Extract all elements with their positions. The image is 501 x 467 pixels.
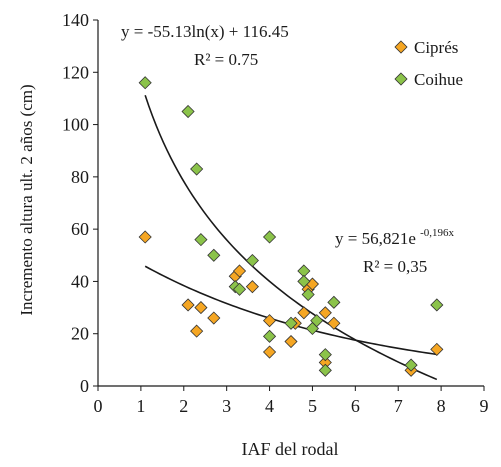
coihue-point — [232, 282, 247, 296]
coihue-point — [404, 358, 418, 372]
coihue-point — [262, 329, 277, 343]
cipres-point — [262, 314, 277, 328]
coihue-point — [301, 287, 315, 302]
coihue-point — [138, 76, 152, 90]
coihue-point — [284, 316, 298, 330]
coihue-point — [318, 348, 332, 362]
y-tick-label: 100 — [62, 115, 89, 135]
coihue-trend-equation: y = -55.13ln(x) + 116.45 — [121, 22, 289, 41]
legend-marker-coihue — [394, 72, 408, 86]
cipres-point — [245, 280, 259, 294]
cipres-trend-equation: y = 56,821e -0,196x — [335, 227, 455, 248]
coihue-point — [194, 233, 208, 247]
coihue-point — [318, 363, 332, 377]
cipres-point — [138, 230, 152, 244]
coihue-point — [190, 162, 204, 176]
coihue-point — [327, 295, 341, 309]
x-tick-label: 5 — [308, 396, 317, 416]
chart-axes — [97, 20, 484, 387]
legend-label-cipres: Ciprés — [414, 38, 458, 57]
x-tick-label: 0 — [94, 396, 103, 416]
legend-marker-cipres — [394, 40, 408, 54]
cipres-point — [232, 264, 247, 278]
x-tick-label: 6 — [351, 396, 360, 416]
cipres-point — [207, 311, 221, 325]
coihue-trend-r2: R² = 0.75 — [194, 50, 258, 69]
coihue-point — [245, 253, 259, 268]
cipres-point — [327, 316, 341, 330]
coihue-point — [297, 274, 311, 288]
x-tick-label: 7 — [394, 396, 403, 416]
cipres-point — [318, 306, 332, 320]
cipres-point — [190, 324, 204, 338]
x-tick-label: 8 — [437, 396, 446, 416]
cipres-trend-equation-exponent: -0,196x — [420, 227, 454, 239]
x-axis-label: IAF del rodal — [242, 439, 339, 459]
y-tick-label: 140 — [62, 10, 89, 30]
cipres-trend-r2: R² = 0,35 — [363, 257, 427, 276]
cipres-point — [430, 342, 444, 356]
cipres-point — [194, 301, 208, 315]
cipres-trend-equation-base: y = 56,821e — [335, 229, 416, 248]
x-tick-label: 3 — [222, 396, 231, 416]
coihue-point — [181, 104, 195, 119]
coihue-point — [262, 230, 277, 244]
x-tick-label: 1 — [136, 396, 145, 416]
coihue-point — [207, 248, 221, 262]
cipres-point — [297, 306, 311, 320]
y-tick-label: 40 — [71, 271, 89, 291]
coihue-point — [310, 314, 324, 328]
chart-ticks: 0 1 2 3 4 5 6 7 8 9 0 20 40 60 80 100 120 140 — [62, 10, 489, 416]
x-tick-label: 9 — [480, 396, 489, 416]
y-tick-label: 80 — [71, 167, 89, 187]
chart-points — [138, 76, 444, 377]
x-tick-label: 4 — [265, 396, 274, 416]
cipres-point — [262, 345, 277, 359]
coihue-trendline — [144, 95, 438, 381]
cipres-point — [181, 298, 195, 312]
legend: Ciprés Coihue — [394, 38, 463, 89]
x-tick-label: 2 — [179, 396, 188, 416]
y-tick-label: 60 — [71, 219, 89, 239]
cipres-point — [284, 334, 298, 349]
y-tick-label: 120 — [62, 62, 89, 82]
y-tick-label: 0 — [80, 376, 89, 396]
y-tick-label: 20 — [71, 324, 89, 344]
coihue-point — [430, 298, 444, 312]
legend-label-coihue: Coihue — [414, 70, 463, 89]
y-axis-label: Incremento altura ult. 2 años (cm) — [17, 84, 36, 315]
